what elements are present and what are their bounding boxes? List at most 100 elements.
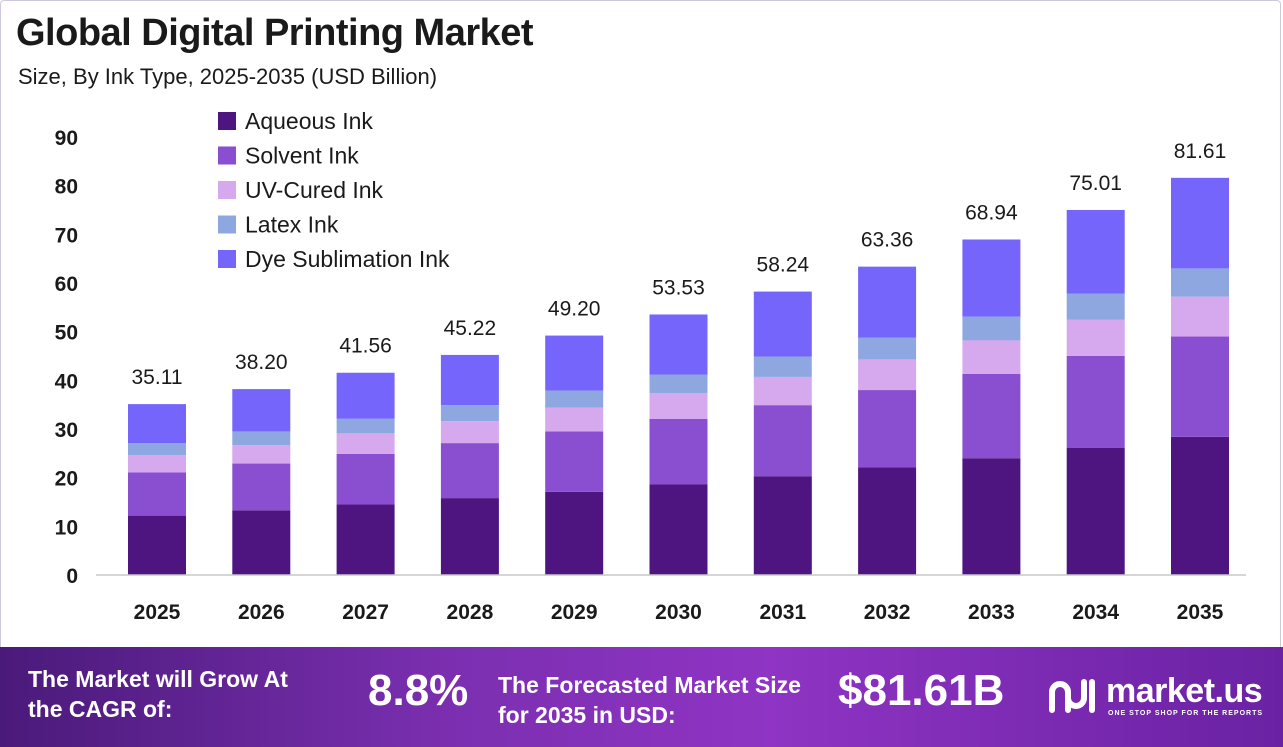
bar-segment-dye-sublimation-ink — [440, 354, 499, 406]
bar-segment-latex-ink — [545, 390, 604, 408]
bar-segment-latex-ink — [1171, 268, 1229, 297]
bar-segment-uv-cured-ink — [1066, 319, 1125, 356]
legend-label: Solvent Ink — [245, 143, 359, 169]
chart-subtitle: Size, By Ink Type, 2025-2035 (USD Billio… — [18, 64, 438, 89]
x-tick-label: 2029 — [551, 601, 598, 624]
legend-swatch — [218, 146, 236, 165]
market-us-logo[interactable]: market.us ONE STOP SHOP FOR THE REPORTS — [1048, 672, 1280, 722]
y-tick-label: 20 — [55, 468, 78, 491]
x-tick-label: 2035 — [1177, 601, 1224, 624]
bar-segment-uv-cured-ink — [128, 455, 186, 473]
bar-segment-aqueous-ink — [336, 504, 395, 575]
y-axis: 0 10 20 30 40 50 60 70 80 90 — [55, 127, 78, 588]
market-us-logo-icon — [1049, 679, 1095, 713]
bar-segment-uv-cured-ink — [440, 421, 499, 444]
bar-segment-solvent-ink — [1066, 356, 1125, 448]
bar-segment-solvent-ink — [336, 453, 395, 505]
x-axis: 2025 2026 2027 2028 2029 2030 2031 2032 2033 2034… — [96, 574, 1246, 624]
bar-total-label: 41.56 — [339, 335, 392, 358]
legend-label: UV-Cured Ink — [245, 177, 384, 203]
legend-swatch — [218, 250, 236, 268]
bar-segment-solvent-ink — [232, 463, 291, 511]
bar-segment-aqueous-ink — [232, 510, 291, 575]
bar-segment-aqueous-ink — [858, 467, 917, 575]
bar-total-label: 53.53 — [652, 276, 705, 299]
bar-segment-latex-ink — [962, 316, 1021, 341]
y-tick-label: 0 — [66, 565, 78, 588]
bar-segment-solvent-ink — [858, 390, 917, 468]
x-tick-label: 2033 — [968, 601, 1015, 624]
forecast-value: $81.61B — [838, 666, 1005, 715]
bar-segment-uv-cured-ink — [1171, 296, 1229, 337]
bar-total-label: 45.22 — [444, 317, 497, 340]
bar-total-label: 58.24 — [757, 254, 810, 277]
chart-title: Global Digital Printing Market — [16, 12, 534, 54]
x-tick-label: 2034 — [1072, 601, 1119, 624]
bar-segment-solvent-ink — [545, 431, 604, 492]
bar-total-label: 35.11 — [132, 366, 183, 389]
bar-segment-solvent-ink — [753, 405, 812, 477]
legend-label: Latex Ink — [245, 212, 339, 238]
bars-group: 35.11 38.20 41.56 45.22 49.20 53.53 58.24 63.36… — [128, 140, 1229, 575]
bar-segment-uv-cured-ink — [858, 359, 917, 391]
forecast-label: The Forecasted Market Size for 2035 in U… — [498, 672, 801, 728]
bar-segment-aqueous-ink — [962, 458, 1021, 575]
bar-segment-latex-ink — [336, 418, 395, 434]
bar-total-label: 38.20 — [235, 351, 288, 374]
legend-label: Aqueous Ink — [245, 108, 373, 134]
y-tick-label: 80 — [55, 176, 78, 199]
x-tick-label: 2025 — [134, 601, 181, 624]
legend-swatch — [218, 112, 236, 130]
bar-segment-latex-ink — [753, 356, 812, 377]
cagr-label: The Market will Grow At the CAGR of: — [28, 666, 288, 722]
y-tick-label: 60 — [55, 273, 78, 296]
bar-segment-aqueous-ink — [649, 484, 708, 575]
bar-total-label: 63.36 — [861, 229, 914, 252]
bar-segment-aqueous-ink — [1171, 436, 1229, 575]
x-tick-label: 2031 — [759, 601, 806, 624]
bar-segment-solvent-ink — [1171, 336, 1229, 437]
bar-segment-dye-sublimation-ink — [649, 314, 708, 375]
logo-tagline: ONE STOP SHOP FOR THE REPORTS — [1108, 710, 1264, 717]
x-tick-label: 2026 — [238, 601, 285, 624]
bar-segment-solvent-ink — [649, 418, 708, 485]
bar-segment-dye-sublimation-ink — [545, 335, 604, 391]
bar-segment-uv-cured-ink — [649, 392, 708, 419]
bar-segment-dye-sublimation-ink — [336, 372, 395, 419]
bar-segment-aqueous-ink — [1066, 447, 1125, 575]
bar-segment-aqueous-ink — [440, 498, 499, 575]
bar-segment-dye-sublimation-ink — [232, 389, 291, 432]
bar-segment-solvent-ink — [440, 443, 499, 499]
bar-segment-latex-ink — [128, 443, 186, 456]
bar-segment-dye-sublimation-ink — [128, 404, 186, 444]
logo-text: market.us — [1106, 672, 1263, 710]
bar-total-label: 49.20 — [548, 298, 601, 321]
y-tick-label: 30 — [55, 419, 78, 442]
bar-segment-aqueous-ink — [128, 515, 186, 575]
bar-segment-aqueous-ink — [753, 476, 812, 575]
x-tick-label: 2027 — [342, 601, 389, 624]
y-tick-label: 90 — [55, 127, 78, 150]
x-tick-label: 2028 — [447, 601, 494, 624]
legend-swatch — [218, 215, 236, 234]
bar-segment-dye-sublimation-ink — [858, 266, 917, 338]
bar-segment-uv-cured-ink — [753, 376, 812, 406]
y-tick-label: 70 — [55, 224, 78, 247]
bar-segment-uv-cured-ink — [336, 433, 395, 454]
bar-segment-solvent-ink — [962, 374, 1021, 459]
bar-total-label: 75.01 — [1069, 172, 1122, 195]
cagr-value: 8.8% — [368, 666, 469, 715]
legend-swatch — [218, 181, 236, 199]
bar-segment-uv-cured-ink — [232, 445, 291, 464]
legend: Aqueous Ink Solvent Ink UV-Cured Ink Latex … — [218, 108, 450, 272]
y-tick-label: 40 — [55, 370, 78, 393]
bar-segment-uv-cured-ink — [545, 407, 604, 432]
x-tick-label: 2030 — [655, 601, 702, 624]
bar-segment-dye-sublimation-ink — [962, 239, 1021, 317]
bar-segment-dye-sublimation-ink — [1171, 177, 1229, 269]
legend-label: Dye Sublimation Ink — [245, 246, 450, 272]
bar-segment-latex-ink — [649, 374, 708, 393]
bar-segment-aqueous-ink — [545, 491, 604, 575]
y-tick-label: 10 — [55, 516, 78, 539]
